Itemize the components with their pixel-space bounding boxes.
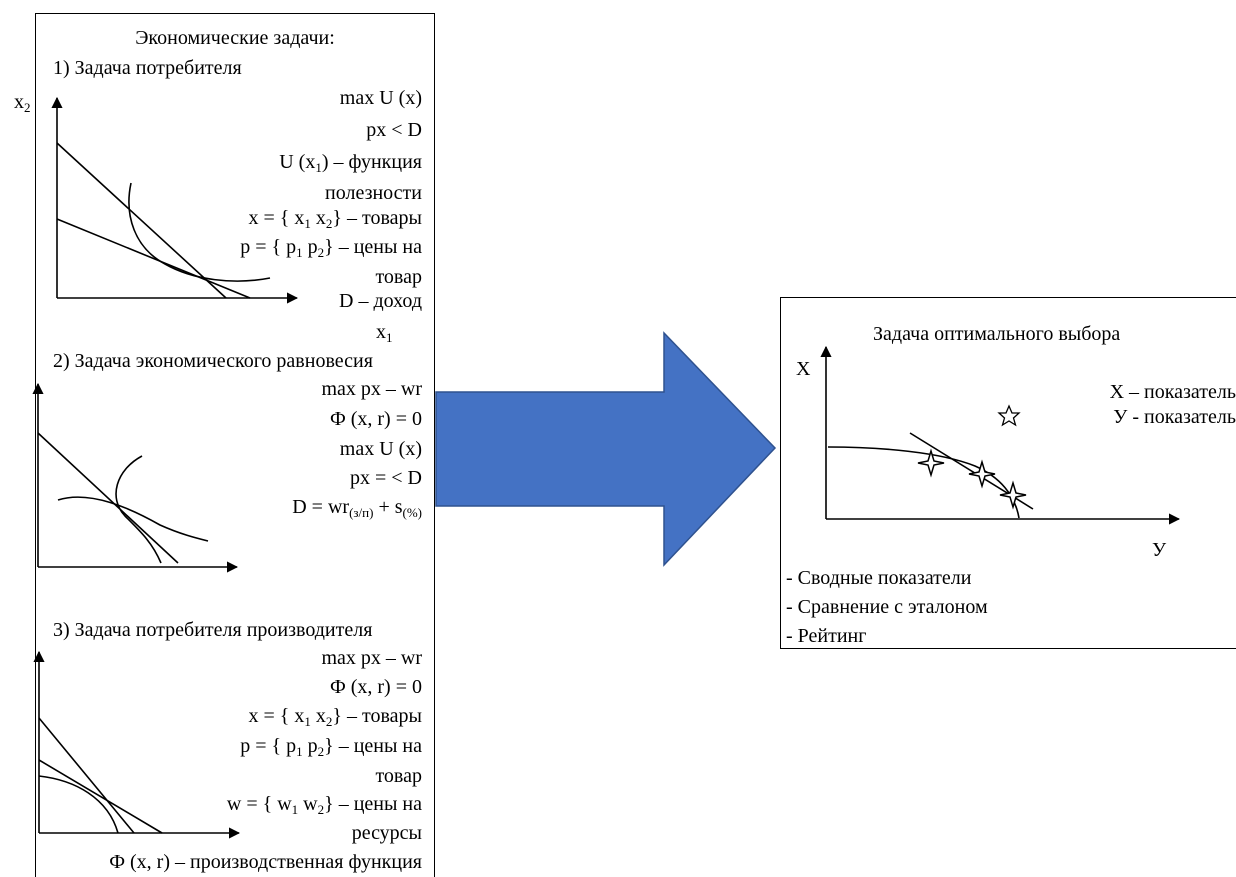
left-panel-title: Экономические задачи: xyxy=(135,27,335,49)
task1-formula-8: D – доход xyxy=(339,290,422,312)
task1-formula-4: полезности xyxy=(325,182,422,204)
right-panel-title: Задача оптимального выбора xyxy=(873,323,1121,345)
task1-graph xyxy=(51,96,299,304)
task1-y-axis-label: x2 xyxy=(14,91,31,115)
big-right-arrow xyxy=(435,331,777,567)
task2-formula-1: max px – wr xyxy=(321,378,422,400)
task1-formula-6: p = { p1 p2} – цены на xyxy=(240,236,422,260)
four-point-star-icon xyxy=(917,448,945,478)
task1-x-axis-label: x1 xyxy=(376,321,393,345)
task3-formula-6: w = { w1 w2} – цены на xyxy=(226,793,422,817)
task2-formula-5: D = wr(з/п) + s(%) xyxy=(292,496,422,520)
bullet-summary-indicators: - Сводные показатели xyxy=(786,567,972,589)
task3-heading: 3) Задача потребителя производителя xyxy=(53,619,373,641)
four-point-star-icon xyxy=(968,459,996,489)
star-icon xyxy=(997,404,1021,427)
task3-graph xyxy=(33,650,241,839)
task1-budget-line-1 xyxy=(56,142,227,299)
right-x-axis-label: У xyxy=(1152,539,1167,561)
task3-production-curve xyxy=(38,775,119,834)
task3-formula-5: товар xyxy=(375,765,422,787)
bullet-benchmark-comparison: - Сравнение с эталоном xyxy=(786,596,988,618)
right-graph xyxy=(820,345,1181,525)
task3-formula-2: Ф (x, r) = 0 xyxy=(329,676,422,698)
task2-formula-2: Ф (x, r) = 0 xyxy=(329,408,422,430)
task2-formula-4: px = < D xyxy=(349,467,422,489)
task3-formula-7: ресурсы xyxy=(351,822,422,844)
task1-formula-1: max U (x) xyxy=(339,87,422,109)
bullet-rating: - Рейтинг xyxy=(786,625,867,647)
task2-heading: 2) Задача экономического равновесия xyxy=(53,350,373,372)
task3-formula-1: max px – wr xyxy=(321,647,422,669)
task1-formula-2: px < D xyxy=(366,119,422,141)
task1-formula-5: x = { x1 x2} – товары xyxy=(248,207,422,231)
task2-budget-line xyxy=(37,432,179,564)
task3-formula-8: Ф (x, r) – производственная функция xyxy=(109,851,422,873)
legend-y-indicator: У - показатель xyxy=(1113,406,1236,428)
task2-curve-1 xyxy=(57,496,209,542)
task1-indifference-curve xyxy=(128,182,271,282)
task2-graph xyxy=(32,382,239,573)
task3-formula-3: x = { x1 x2} – товары xyxy=(248,705,422,729)
task1-heading: 1) Задача потребителя xyxy=(53,57,242,79)
legend-x-indicator: X – показатель xyxy=(1109,381,1236,403)
four-point-star-icon xyxy=(999,480,1027,510)
optimal-choice-panel xyxy=(780,297,1236,649)
economic-tasks-panel xyxy=(35,13,435,877)
right-y-axis-label: X xyxy=(796,358,811,380)
task3-line-2 xyxy=(38,759,163,834)
task3-formula-4: p = { p1 p2} – цены на xyxy=(240,735,422,759)
task1-formula-7: товар xyxy=(375,266,422,288)
task2-curve-2 xyxy=(115,455,162,564)
task1-budget-line-2 xyxy=(56,218,251,299)
task1-formula-3: U (x1) – функция xyxy=(279,151,422,175)
task2-formula-3: max U (x) xyxy=(339,438,422,460)
task3-line-1 xyxy=(38,717,135,834)
